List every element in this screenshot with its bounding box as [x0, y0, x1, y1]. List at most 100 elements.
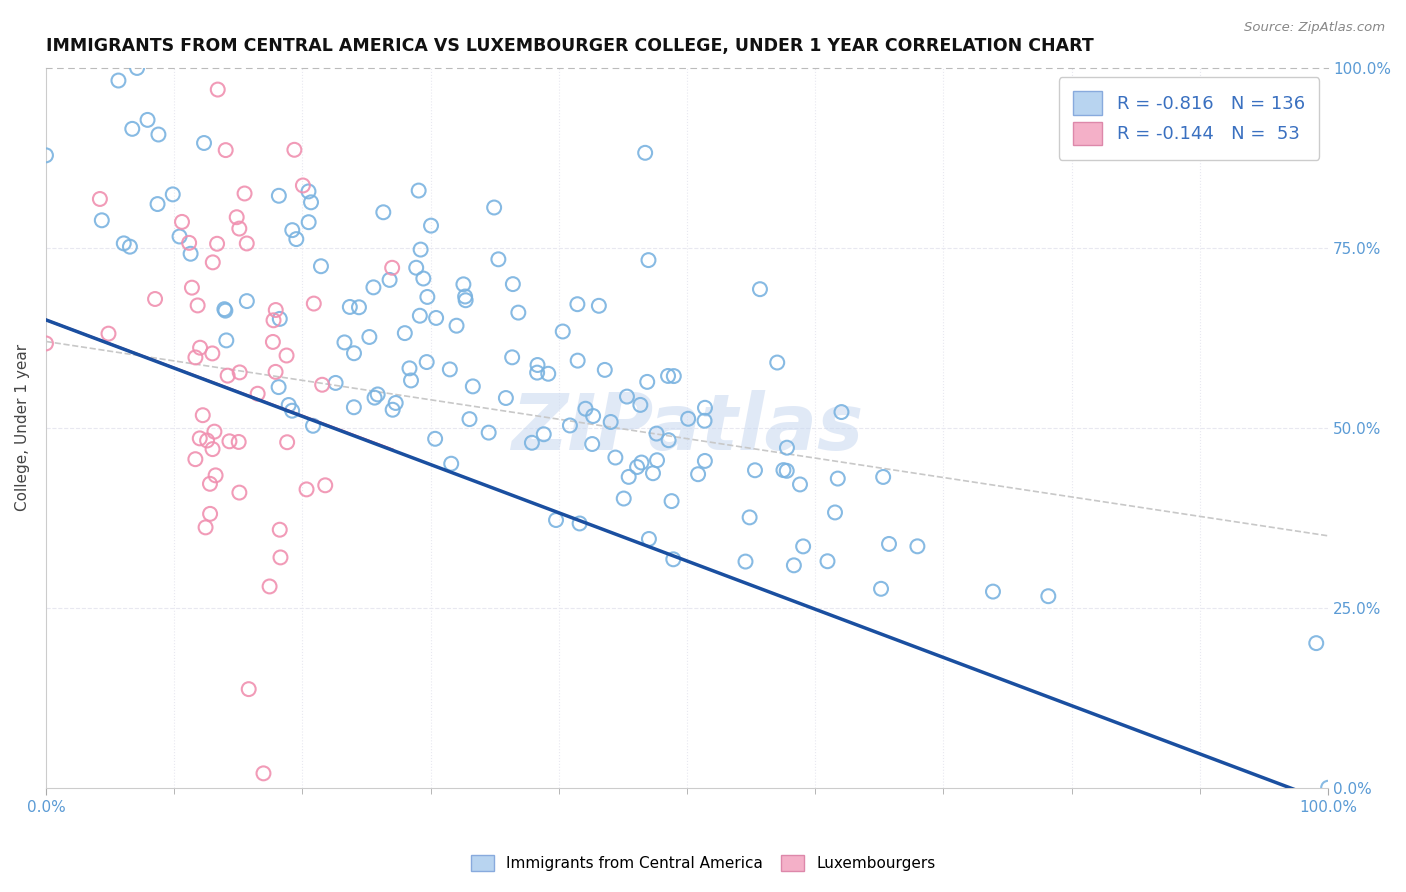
Point [827, 472, 849, 486]
Point [783, 558, 806, 573]
Point [1038, 589, 1060, 603]
Point [125, 61, 148, 75]
Point [870, 582, 893, 596]
Point [605, 450, 627, 465]
Point [544, 513, 567, 527]
Point [412, 271, 434, 285]
Point [214, 302, 236, 317]
Point [281, 403, 304, 417]
Point [420, 219, 443, 233]
Point [188, 431, 211, 445]
Point [302, 418, 325, 433]
Point [567, 297, 589, 311]
Point [309, 259, 332, 273]
Point [776, 441, 799, 455]
Point [551, 325, 574, 339]
Point [593, 363, 616, 377]
Point [267, 188, 290, 202]
Point [616, 390, 638, 404]
Point [662, 369, 685, 384]
Text: Source: ZipAtlas.com: Source: ZipAtlas.com [1244, 21, 1385, 34]
Point [263, 313, 285, 327]
Point [367, 387, 389, 401]
Point [1317, 780, 1340, 795]
Point [454, 293, 477, 308]
Point [657, 368, 679, 383]
Point [333, 335, 356, 350]
Point [626, 460, 648, 475]
Point [830, 405, 852, 419]
Point [645, 426, 668, 441]
Point [343, 346, 366, 360]
Point [520, 435, 543, 450]
Point [637, 253, 659, 268]
Point [1305, 636, 1327, 650]
Point [302, 296, 325, 310]
Point [817, 554, 839, 568]
Y-axis label: College, Under 1 year: College, Under 1 year [15, 344, 30, 511]
Point [378, 273, 401, 287]
Point [676, 411, 699, 425]
Point [384, 396, 406, 410]
Point [207, 82, 229, 96]
Point [299, 195, 322, 210]
Text: ZIPatlas: ZIPatlas [510, 390, 863, 466]
Point [502, 277, 524, 292]
Point [225, 211, 247, 225]
Point [486, 252, 509, 267]
Point [533, 427, 555, 442]
Point [205, 236, 228, 251]
Point [343, 401, 366, 415]
Point [981, 584, 1004, 599]
Point [347, 300, 370, 314]
Point [744, 463, 766, 477]
Point [588, 299, 610, 313]
Point [35, 148, 58, 162]
Point [738, 510, 761, 524]
Point [359, 330, 381, 344]
Point [281, 223, 304, 237]
Point [734, 555, 756, 569]
Point [877, 537, 900, 551]
Point [693, 401, 716, 415]
Point [440, 457, 463, 471]
Point [558, 418, 581, 433]
Point [148, 128, 170, 142]
Point [162, 187, 184, 202]
Point [194, 520, 217, 534]
Point [188, 341, 211, 355]
Point [423, 432, 446, 446]
Point [252, 766, 274, 780]
Point [482, 201, 505, 215]
Point [439, 362, 461, 376]
Point [409, 243, 432, 257]
Point [314, 478, 336, 492]
Point [184, 351, 207, 365]
Point [214, 303, 236, 318]
Point [238, 682, 260, 697]
Point [269, 312, 291, 326]
Point [599, 415, 621, 429]
Point [693, 414, 716, 428]
Point [246, 386, 269, 401]
Point [495, 391, 517, 405]
Point [97, 326, 120, 341]
Point [236, 236, 259, 251]
Point [766, 355, 789, 369]
Point [537, 367, 560, 381]
Point [201, 346, 224, 360]
Point [688, 467, 710, 482]
Point [394, 326, 416, 340]
Point [645, 453, 668, 467]
Point [574, 401, 596, 416]
Point [311, 377, 333, 392]
Point [458, 412, 481, 426]
Point [233, 186, 256, 201]
Point [416, 290, 439, 304]
Point [89, 192, 111, 206]
Point [641, 467, 664, 481]
Point [501, 351, 523, 365]
Point [297, 185, 319, 199]
Point [180, 246, 202, 260]
Legend: R = -0.816   N = 136, R = -0.144   N =  53: R = -0.816 N = 136, R = -0.144 N = 53 [1059, 77, 1319, 160]
